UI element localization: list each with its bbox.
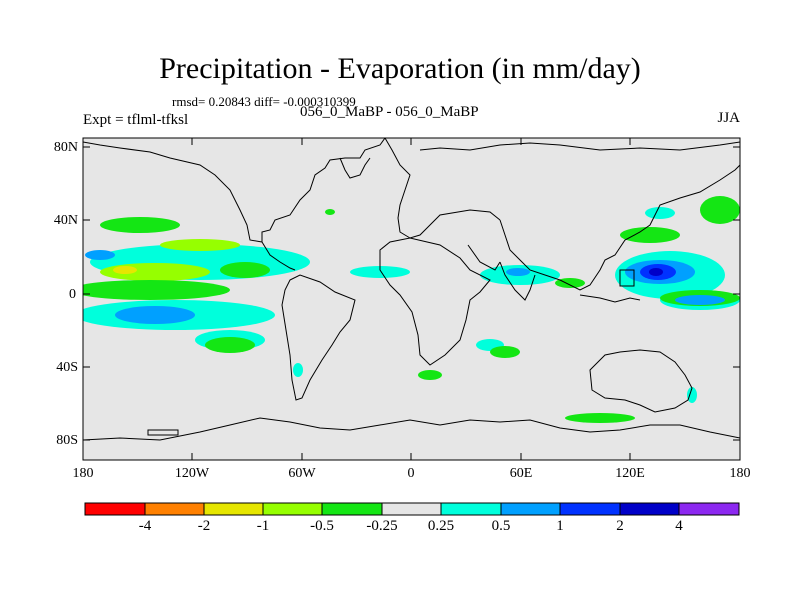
colorbar-box-3 xyxy=(262,502,323,516)
colorbar-box-10 xyxy=(678,502,740,516)
lon-tick-label: 60W xyxy=(288,466,316,481)
anomaly-north-pacific-dry xyxy=(160,239,240,251)
coastline-asia xyxy=(499,164,740,291)
lat-tick-label: 40N xyxy=(53,213,78,228)
lat-tick-label: 80N xyxy=(53,140,78,155)
colorbar-box-2 xyxy=(203,502,264,516)
coastline-africa xyxy=(379,237,491,366)
coastline-arctic-asia xyxy=(419,141,740,151)
lon-tick-label: 120E xyxy=(615,466,645,481)
anomaly-west-pacific-peak xyxy=(649,268,663,276)
coastline-greenland xyxy=(339,157,371,179)
stats-line: rmsd= 0.20843 diff= -0.000310399 xyxy=(172,94,356,109)
coastline-ross-ice xyxy=(147,429,179,436)
anomaly-asia-monsoon xyxy=(620,227,680,243)
coastline-indonesia xyxy=(579,294,641,303)
coastline-arabia xyxy=(467,244,501,271)
lon-tick-label: 180 xyxy=(72,466,94,481)
coastline-australia xyxy=(589,349,693,413)
anomaly-atlantic-north xyxy=(325,209,335,215)
anomaly-regions xyxy=(83,196,740,423)
anomaly-south-america xyxy=(293,363,303,377)
colorbar-box-5 xyxy=(381,502,442,516)
coastline-europe xyxy=(384,138,501,239)
lat-tick-label: 80S xyxy=(56,433,78,448)
lat-tick-label: 40S xyxy=(56,360,78,375)
anomaly-atlantic-trop xyxy=(350,266,410,278)
anomaly-far-west-pacific xyxy=(700,196,740,224)
colorbar-box-1 xyxy=(144,502,205,516)
coastline-central-america xyxy=(261,241,296,271)
colorbar-label: -1 xyxy=(256,518,270,534)
lon-tick-label: 0 xyxy=(407,466,415,481)
lon-tick-label: 120W xyxy=(174,466,210,481)
anomaly-north-pacific-west xyxy=(100,217,180,233)
anomaly-southern-ocean xyxy=(565,413,635,423)
coastline-india xyxy=(499,261,536,301)
colorbar-label: -0.25 xyxy=(366,518,398,534)
anomaly-atlantic-south xyxy=(418,370,442,380)
coastline-japan xyxy=(619,269,635,287)
colorbar-label: 0.25 xyxy=(427,518,455,534)
anomaly-east-north-pacific xyxy=(220,262,270,278)
colorbar-label: 0.5 xyxy=(491,518,511,534)
colorbar-box-6 xyxy=(440,502,502,516)
anomaly-north-pacific xyxy=(645,207,675,219)
colorbar-box-8 xyxy=(559,502,621,516)
lon-tick-label: 180 xyxy=(729,466,751,481)
coastline-north-america xyxy=(83,138,386,243)
anomaly-east-pacific-core xyxy=(113,266,137,274)
anomaly-pacific-blue xyxy=(115,306,195,324)
experiment-label: Expt = tflml-tfksl xyxy=(83,112,189,128)
colorbar-box-0 xyxy=(84,502,146,516)
colorbar-label: -0.5 xyxy=(310,518,334,534)
colorbar-label: -4 xyxy=(138,518,152,534)
colorbar-label: 1 xyxy=(556,518,564,534)
tick-marks xyxy=(83,138,740,460)
anomaly-indian-blue xyxy=(506,268,530,276)
plot-title: Precipitation - Evaporation (in mm/day) xyxy=(159,52,641,85)
anomaly-equatorial-pacific xyxy=(83,280,230,300)
lon-tick-label: 60E xyxy=(509,466,533,481)
season-label: JJA xyxy=(717,110,740,126)
anomaly-indian-southwest xyxy=(490,346,520,358)
anomaly-southeast-pacific xyxy=(205,337,255,353)
anomaly-australia-east xyxy=(687,387,697,403)
case-names: 056_0_MaBP - 056_0_MaBP xyxy=(300,104,479,120)
colorbar xyxy=(84,502,740,516)
map-background xyxy=(83,138,740,460)
coastline-antarctica xyxy=(83,417,740,441)
colorbar-box-9 xyxy=(619,502,680,516)
colorbar-label: 2 xyxy=(616,518,624,534)
anomaly-indian-east xyxy=(555,278,585,288)
colorbar-label: 4 xyxy=(675,518,683,534)
colorbar-label: -2 xyxy=(197,518,211,534)
colorbar-box-4 xyxy=(321,502,383,516)
anomaly-pacific-north-blue xyxy=(85,250,115,260)
colorbar-box-7 xyxy=(500,502,561,516)
coastline-south-america xyxy=(281,274,356,401)
lat-tick-label: 0 xyxy=(69,287,76,302)
anomaly-trop-pacific-blue xyxy=(675,295,725,305)
coastlines xyxy=(83,138,740,441)
